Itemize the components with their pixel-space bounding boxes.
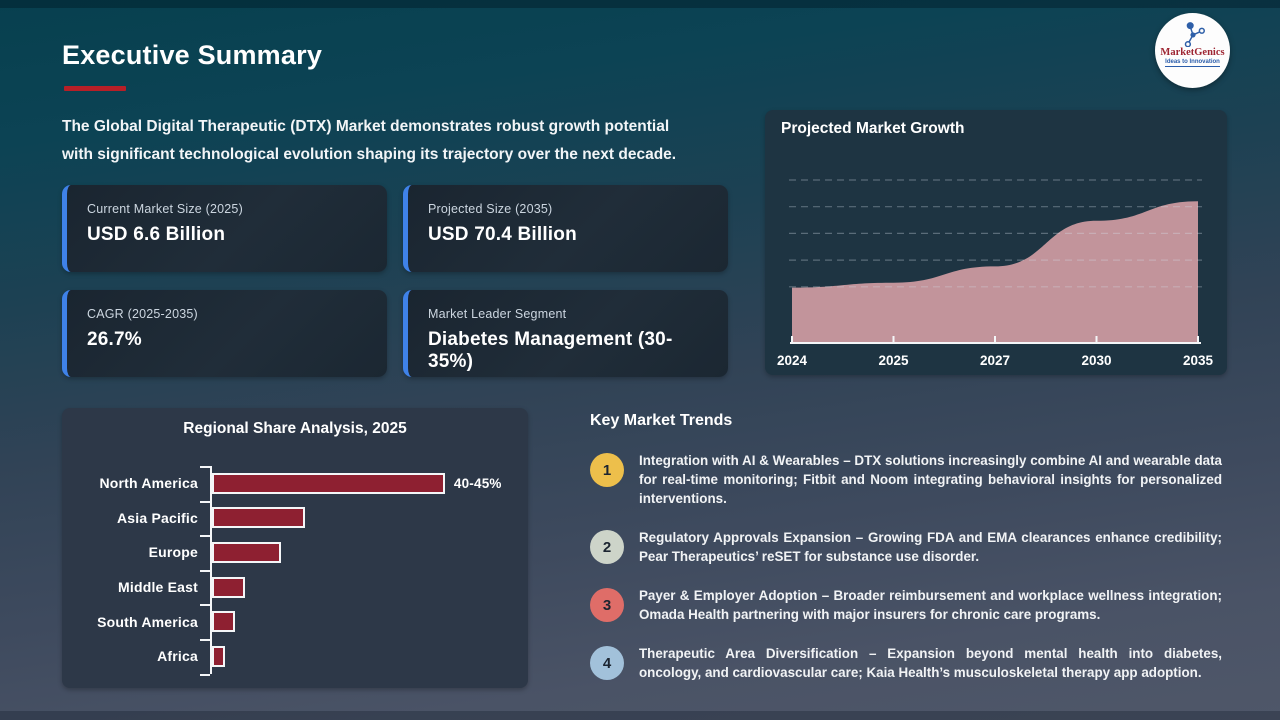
region-label: Asia Pacific: [117, 509, 198, 526]
top-edge-strip: [0, 0, 1280, 8]
projected-market-growth-card: Projected Market Growth 2024 2025 2027 2030…: [765, 110, 1227, 375]
molecule-network-icon: [1184, 22, 1205, 47]
x-tick-label: 2035: [1183, 353, 1214, 368]
stat-value: USD 70.4 Billion: [428, 224, 577, 245]
region-label: Middle East: [118, 579, 198, 596]
y-axis-tick: [200, 500, 210, 503]
trend-number-badge: 3: [590, 588, 624, 622]
stat-card-0: Current Market Size (2025) USD 6.6 Billio…: [62, 185, 387, 272]
stat-cards-grid: Current Market Size (2025) USD 6.6 Billio…: [62, 185, 728, 377]
stat-value: USD 6.6 Billion: [87, 224, 226, 245]
area-series: [792, 201, 1198, 343]
trend-item-3: 3 Payer & Employer Adoption – Broader rei…: [590, 586, 1222, 624]
regional-bar-row: North America 40-45%: [62, 466, 528, 501]
stat-label: CAGR (2025-2035): [87, 307, 198, 321]
trend-text: Therapeutic Area Diversification – Expan…: [639, 646, 1222, 680]
y-axis-tick: [200, 604, 210, 607]
trends-heading: Key Market Trends: [590, 412, 733, 429]
region-bar: [212, 645, 226, 667]
y-axis-tick: [200, 535, 210, 538]
x-tick-label: 2024: [777, 353, 808, 368]
x-tick-label: 2030: [1081, 353, 1111, 368]
trend-number-badge: 1: [590, 453, 624, 487]
region-bar: [212, 576, 245, 598]
region-bar: [212, 541, 281, 563]
trend-text: Integration with AI & Wearables – DTX so…: [639, 453, 1222, 506]
regional-bar-row: Europe: [62, 535, 528, 570]
y-axis-tick: [200, 569, 210, 572]
y-axis: [210, 466, 212, 674]
region-bar: [212, 507, 306, 529]
stat-label: Market Leader Segment: [428, 307, 567, 321]
title-underline-accent: [64, 86, 126, 91]
trend-item-1: 1 Integration with AI & Wearables – DTX s…: [590, 451, 1222, 508]
bar-value-label: 40-45%: [453, 475, 502, 491]
stat-label: Current Market Size (2025): [87, 202, 243, 216]
x-tick-label: 2027: [980, 353, 1010, 368]
growth-chart-title: Projected Market Growth: [781, 120, 965, 137]
growth-area-chart: 2024 2025 2027 2030 2035: [777, 179, 1214, 368]
intro-text: The Global Digital Therapeutic (DTX) Mar…: [62, 113, 742, 168]
stat-card-3: Market Leader Segment Diabetes Management…: [403, 290, 728, 377]
stat-card-2: CAGR (2025-2035) 26.7%: [62, 290, 387, 377]
x-tick-label: 2025: [878, 353, 909, 368]
y-axis-tick: [200, 673, 210, 676]
region-bar: [212, 611, 236, 633]
intro-line-1: The Global Digital Therapeutic (DTX) Mar…: [62, 118, 670, 135]
region-label: South America: [97, 613, 198, 630]
bottom-edge-strip: [0, 711, 1280, 720]
regional-share-card: Regional Share Analysis, 2025 North Amer…: [62, 408, 528, 688]
intro-line-2: with significant technological evolution…: [62, 145, 677, 163]
stat-card-1: Projected Size (2035) USD 70.4 Billion: [403, 185, 728, 272]
trend-number-badge: 2: [590, 530, 624, 564]
region-label: Africa: [157, 648, 198, 665]
logo: MarketGenics Ideas to Innovation: [1155, 13, 1230, 88]
stat-value: Diabetes Management (30-35%): [428, 329, 673, 372]
trends-list: 1 Integration with AI & Wearables – DTX s…: [590, 451, 1222, 682]
regional-bar-chart: North America 40-45% Asia Pacific Europe Mid…: [62, 466, 528, 676]
regional-chart-title: Regional Share Analysis, 2025: [183, 420, 407, 437]
regional-bar-row: South America: [62, 604, 528, 639]
region-bar: [212, 472, 445, 494]
trend-item-4: 4 Therapeutic Area Diversification – Expa…: [590, 644, 1222, 682]
y-axis-tick: [200, 639, 210, 641]
trend-text: Payer & Employer Adoption – Broader reim…: [639, 588, 1222, 622]
trend-number-badge: 4: [590, 646, 624, 680]
y-axis-tick: [200, 466, 210, 468]
trend-text: Regulatory Approvals Expansion – Growing…: [639, 530, 1222, 564]
logo-name: MarketGenics: [1160, 47, 1225, 58]
page-title: Executive Summary: [62, 40, 323, 70]
regional-bar-row: Middle East: [62, 570, 528, 605]
regional-bar-row: Africa: [62, 639, 528, 674]
trend-item-2: 2 Regulatory Approvals Expansion – Growin…: [590, 528, 1222, 566]
stat-value: 26.7%: [87, 329, 142, 350]
logo-tagline: Ideas to Innovation: [1165, 59, 1220, 67]
stat-label: Projected Size (2035): [428, 202, 553, 216]
key-market-trends-section: Key Market Trends 1 Integration with AI &…: [590, 412, 1222, 702]
region-label: Europe: [148, 544, 198, 561]
region-label: North America: [99, 475, 198, 492]
regional-bar-row: Asia Pacific: [62, 501, 528, 536]
